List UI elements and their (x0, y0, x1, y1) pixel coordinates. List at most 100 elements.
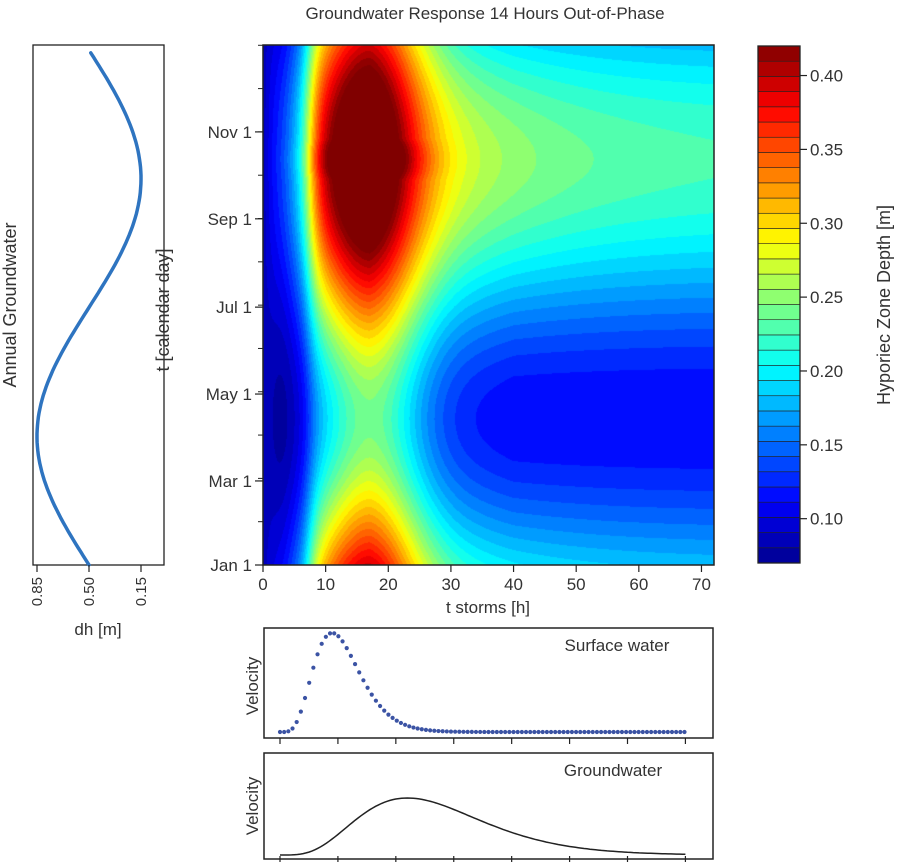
surface-water-point (503, 729, 508, 735)
surface-water-point (519, 729, 524, 735)
surface-water-point (361, 678, 366, 683)
surface-water-point (578, 729, 583, 735)
colorbar-band (757, 197, 801, 214)
colorbar-band (757, 334, 801, 351)
heatmap-y-tick-label: Sep 1 (208, 210, 252, 229)
surface-water-point (382, 708, 387, 713)
colorbar-band (757, 441, 801, 457)
colorbar-tick-label: 0.15 (810, 436, 843, 455)
colorbar-band (757, 547, 801, 564)
surface-water-point (569, 729, 575, 735)
heatmap-y-tick-label: May 1 (206, 385, 252, 404)
surface-water-point (369, 692, 374, 697)
surface-water-point (548, 729, 554, 735)
surface-water-point (561, 729, 566, 735)
chart-title: Groundwater Response 14 Hours Out-of-Pha… (305, 4, 664, 23)
colorbar-label: Hyporiec Zone Depth [m] (874, 205, 894, 405)
colorbar-band (757, 136, 801, 153)
heatmap-y-tick-label: Jul 1 (216, 298, 252, 317)
colorbar-frame (757, 45, 801, 564)
heatmap-x-tick-label: 70 (692, 575, 711, 594)
surface-water-point (603, 729, 608, 735)
groundwater-frame (263, 752, 714, 860)
surface-water-point (653, 729, 658, 735)
annual-groundwater-panel: 0.85 0.50 0.15 dh [m] Annual Groundwater (0, 44, 165, 639)
surface-water-y-label: Velocity (243, 656, 262, 715)
surface-water-point (682, 729, 687, 735)
colorbar-band (757, 349, 801, 366)
surface-water-point (403, 722, 408, 727)
heatmap-x-tick-label: 0 (258, 575, 267, 594)
surface-water-frame (263, 627, 714, 739)
surface-water-point (674, 729, 679, 735)
surface-water-point (294, 719, 299, 725)
colorbar-band (757, 228, 801, 244)
surface-water-point (665, 729, 670, 735)
colorbar-band (757, 456, 801, 473)
heatmap-x-tick-label: 60 (629, 575, 648, 594)
colorbar-band (757, 471, 801, 488)
heatmap-y-axis: Jan 1 Mar 1 May 1 Jul 1 Sep 1 Nov 1 (206, 44, 263, 575)
colorbar-band (757, 121, 801, 138)
surface-water-point (423, 727, 429, 732)
colorbar-band (757, 486, 801, 503)
heatmap-x-label: t storms [h] (446, 598, 530, 617)
surface-water-point (302, 695, 308, 701)
colorbar-band (757, 152, 801, 168)
surface-water-point (649, 729, 654, 735)
surface-water-point (428, 728, 433, 733)
surface-water-point (386, 712, 391, 717)
colorbar-band (757, 395, 801, 412)
annual-x-label: dh [m] (74, 620, 121, 639)
heatmap-x-tick-label: 30 (441, 575, 460, 594)
surface-water-label: Surface water (565, 636, 670, 655)
surface-water-point (557, 729, 562, 735)
colorbar-band (757, 410, 801, 427)
colorbar-tick-label: 0.40 (810, 67, 843, 86)
colorbar-band (757, 304, 801, 321)
surface-water-point (669, 729, 675, 735)
surface-water-point (340, 639, 345, 644)
colorbar-band (757, 425, 801, 442)
surface-water-point (315, 652, 320, 657)
surface-water-point (448, 729, 454, 734)
colorbar-band (757, 532, 801, 549)
annual-x-tick-label: 0.85 (29, 577, 46, 606)
surface-water-point (473, 729, 479, 735)
surface-water-point (282, 729, 287, 735)
surface-water-point (507, 729, 512, 735)
surface-water-point (598, 729, 604, 735)
groundwater-velocity-line (280, 797, 686, 856)
surface-water-point (390, 715, 395, 721)
colorbar-band (757, 60, 801, 77)
surface-water-point (532, 729, 537, 735)
surface-water-point (394, 718, 399, 723)
surface-water-point (432, 728, 437, 733)
surface-water-point (332, 631, 337, 636)
surface-water-point (490, 729, 495, 735)
surface-water-point (565, 729, 570, 735)
surface-water-point (411, 725, 416, 730)
surface-water-point (640, 729, 645, 735)
heatmap-x-tick-label: 20 (379, 575, 398, 594)
surface-water-panel: Surface water Velocity (243, 627, 714, 744)
surface-water-point (632, 729, 637, 735)
surface-water-point (636, 729, 641, 735)
surface-water-point (544, 729, 549, 735)
surface-water-point (319, 641, 324, 646)
surface-water-point (494, 729, 499, 735)
colorbar-band (757, 212, 801, 229)
colorbar: 0.10 0.15 0.20 0.25 0.30 0.35 0.40 Hyporiec Zo… (757, 45, 894, 564)
surface-water-point (586, 729, 591, 735)
surface-water-point (469, 729, 474, 734)
colorbar-band (757, 91, 801, 108)
surface-water-point (290, 726, 295, 731)
surface-water-point (624, 729, 629, 735)
surface-water-point (398, 720, 404, 726)
surface-water-point (373, 698, 379, 703)
colorbar-band (757, 258, 801, 275)
heatmap-x-tick-label: 50 (567, 575, 586, 594)
surface-water-point (307, 680, 312, 685)
colorbar-bands (757, 45, 801, 564)
